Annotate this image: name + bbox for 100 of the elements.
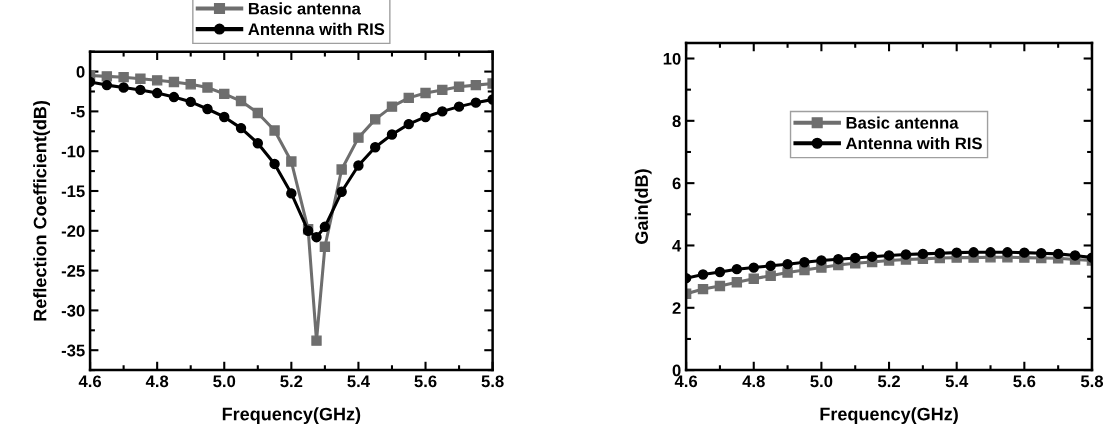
point [782,267,793,278]
point [968,247,979,258]
point [168,76,180,88]
point [369,114,381,125]
point [403,92,414,104]
y-tick-label: 0 [76,65,85,78]
y-tick-label: -5 [71,105,85,118]
point [336,164,347,175]
point [118,82,129,93]
y-tick-label: 0 [672,364,681,377]
point [219,111,230,123]
point [403,118,414,130]
point [151,87,163,99]
point [917,248,929,260]
point [235,122,247,134]
x-tick-label: 5.8 [1080,375,1104,388]
y-axis-title: Gain(dB) [634,169,652,244]
point [883,250,895,261]
point [386,101,398,112]
point [900,249,912,260]
x-tick-label: 4.6 [674,375,698,388]
point [470,79,482,91]
point [731,263,743,275]
point [319,221,331,233]
point [369,142,381,153]
point [168,91,180,103]
point [269,158,280,170]
point [437,106,448,117]
point [319,241,331,252]
x-tick-label: 5.6 [1013,375,1036,388]
point [782,258,793,270]
point [748,262,759,273]
y-tick-label: -35 [61,344,85,357]
point [118,71,129,83]
y-tick-label: -25 [61,265,85,277]
point [135,84,146,96]
point [850,252,861,264]
x-tick-label: 5.2 [877,375,900,388]
point [101,79,113,91]
x-tick-label: 5.6 [414,375,437,388]
point [1002,247,1013,258]
point [697,283,709,295]
point [185,79,196,90]
point [336,186,347,198]
point [731,277,743,288]
point [1052,248,1064,260]
y-tick-label: -20 [61,225,85,237]
point [1019,247,1030,258]
point [799,257,810,268]
y-tick-label: 6 [672,177,681,190]
legend-label: Antenna with RIS [845,137,982,150]
point [420,87,431,99]
point [453,81,465,92]
x-tick-label: 5.4 [945,375,969,388]
x-tick-label: 5.2 [280,375,303,388]
x-tick-label: 4.8 [742,375,765,388]
x-tick-label: 5.4 [347,375,370,388]
point [286,156,297,167]
point [714,280,726,292]
point [866,251,878,262]
y-tick-label: -30 [61,304,85,317]
point [286,188,297,199]
y-tick-label: 2 [672,302,681,314]
point [437,84,448,96]
point [311,335,322,346]
point [470,97,482,108]
x-tick-label: 4.6 [78,375,102,388]
point [353,132,364,143]
y-tick-label: -15 [61,185,85,198]
point [386,129,398,140]
point [985,247,996,258]
point [748,273,759,285]
x-tick-label: 5.0 [213,375,236,388]
point [765,270,776,281]
point [833,253,844,265]
x-tick-label: 5.8 [481,375,504,388]
y-tick-label: 4 [672,240,682,252]
point [934,248,945,259]
point [765,260,776,271]
point [269,125,280,136]
x-axis-title: Frequency(GHz) [222,407,361,425]
point [816,255,827,266]
point [252,107,264,119]
point [420,111,431,123]
legend-label: Basic antenna [248,2,361,15]
point [1069,250,1081,261]
point [453,101,465,112]
point [697,269,709,280]
point [252,138,264,149]
y-axis-title: Reflection Coefficient(dB) [33,100,51,321]
point [135,73,146,84]
point [151,75,163,86]
y-tick-label: -10 [61,145,85,158]
legend-label: Antenna with RIS [248,22,385,36]
point [202,82,213,93]
point [311,231,322,243]
point [951,247,962,258]
point [353,160,364,171]
point [235,95,247,107]
y-tick-label: 8 [672,115,681,128]
